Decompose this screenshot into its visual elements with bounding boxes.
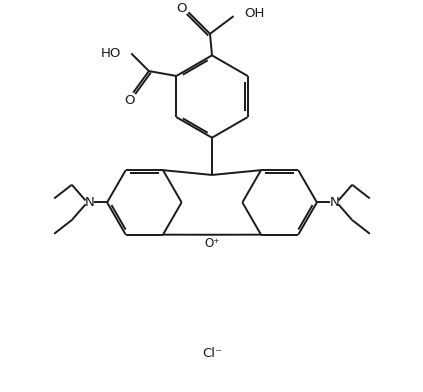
Text: O: O <box>124 94 135 107</box>
Text: N: N <box>85 196 94 209</box>
Text: HO: HO <box>101 47 121 60</box>
Text: Cl⁻: Cl⁻ <box>202 347 222 360</box>
Text: O⁺: O⁺ <box>204 237 220 250</box>
Text: OH: OH <box>244 7 265 20</box>
Text: N: N <box>330 196 339 209</box>
Text: O: O <box>176 2 187 15</box>
